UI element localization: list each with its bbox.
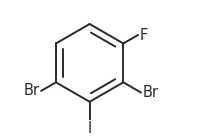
Text: F: F xyxy=(139,28,148,43)
Text: Br: Br xyxy=(142,85,158,100)
Text: I: I xyxy=(88,121,92,136)
Text: Br: Br xyxy=(24,83,40,98)
